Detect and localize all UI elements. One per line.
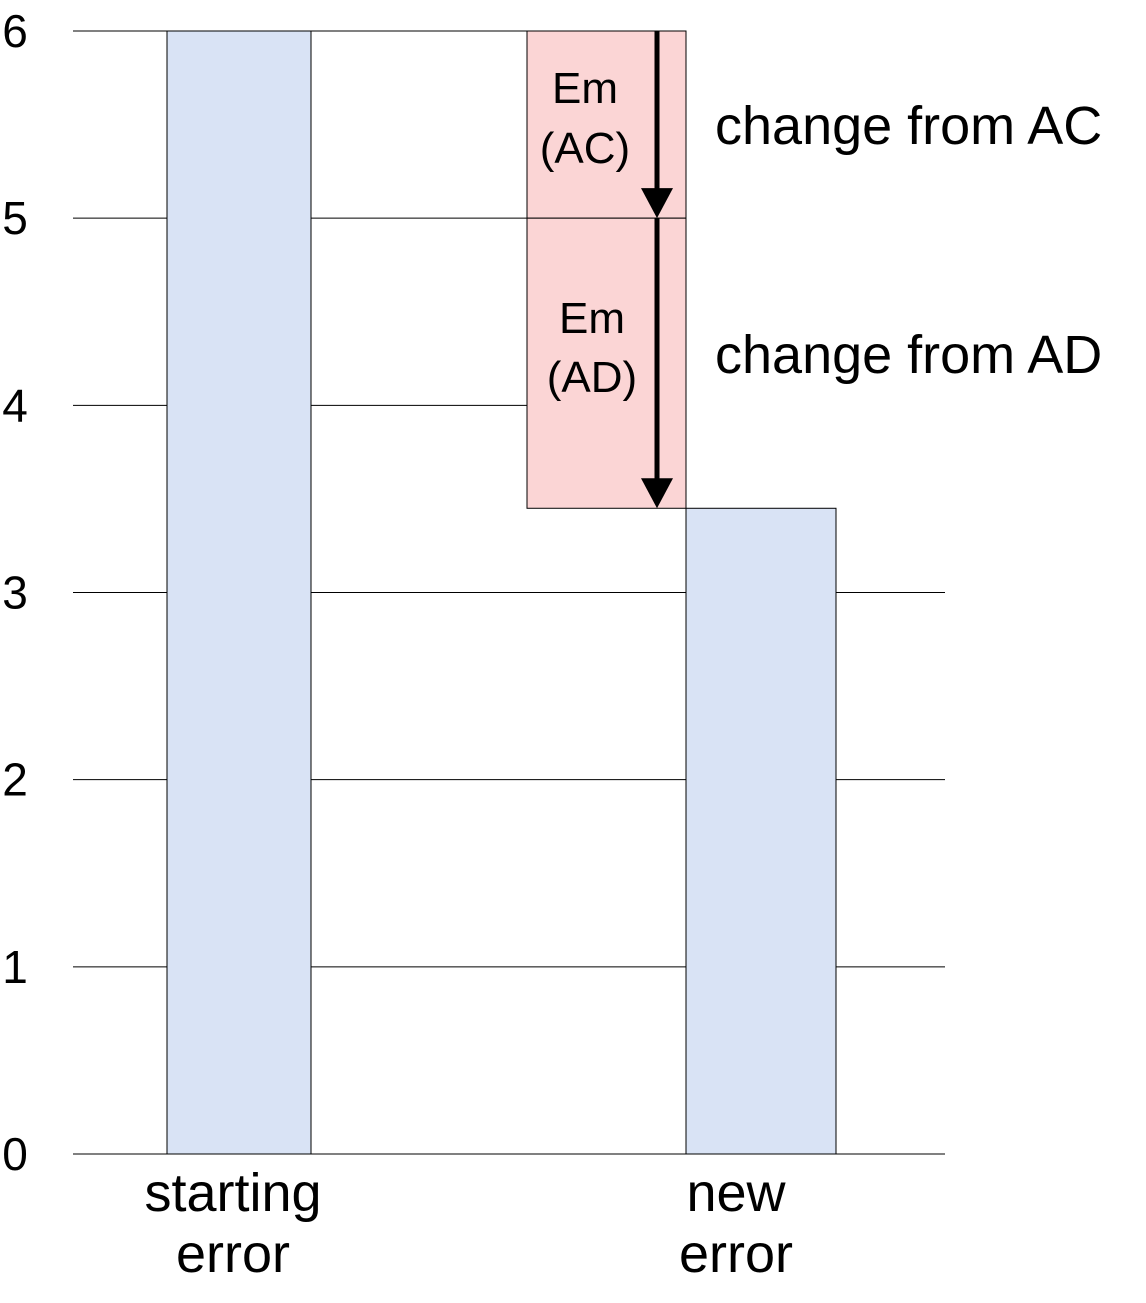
category-label-0-1: error: [176, 1224, 290, 1284]
decrement-label-0-1: (AC): [540, 124, 630, 173]
change-annotation-1: change from AD: [715, 325, 1102, 385]
category-label-1-0: new: [686, 1163, 786, 1223]
change-annotation-0: change from AC: [715, 96, 1102, 156]
decrement-label-1-1: (AD): [547, 353, 637, 402]
category-label-1-1: error: [679, 1224, 793, 1284]
category-label-0-0: starting: [144, 1163, 321, 1223]
y-tick-label-3: 3: [2, 567, 28, 619]
arrow-head-1: [641, 478, 673, 509]
arrows: [641, 31, 673, 509]
bars: [166, 30, 837, 1155]
arrow-head-0: [641, 188, 673, 219]
decrement-label-0-0: Em: [552, 64, 618, 113]
bar-0: [166, 30, 312, 1155]
y-tick-label-5: 5: [2, 192, 28, 244]
y-tick-label-4: 4: [2, 379, 28, 431]
y-tick-label-2: 2: [2, 754, 28, 806]
bar-1: [685, 507, 837, 1155]
y-tick-label-1: 1: [2, 941, 28, 993]
decrement-label-1-0: Em: [559, 294, 625, 343]
y-tick-label-6: 6: [2, 5, 28, 57]
y-tick-label-0: 0: [2, 1128, 28, 1180]
